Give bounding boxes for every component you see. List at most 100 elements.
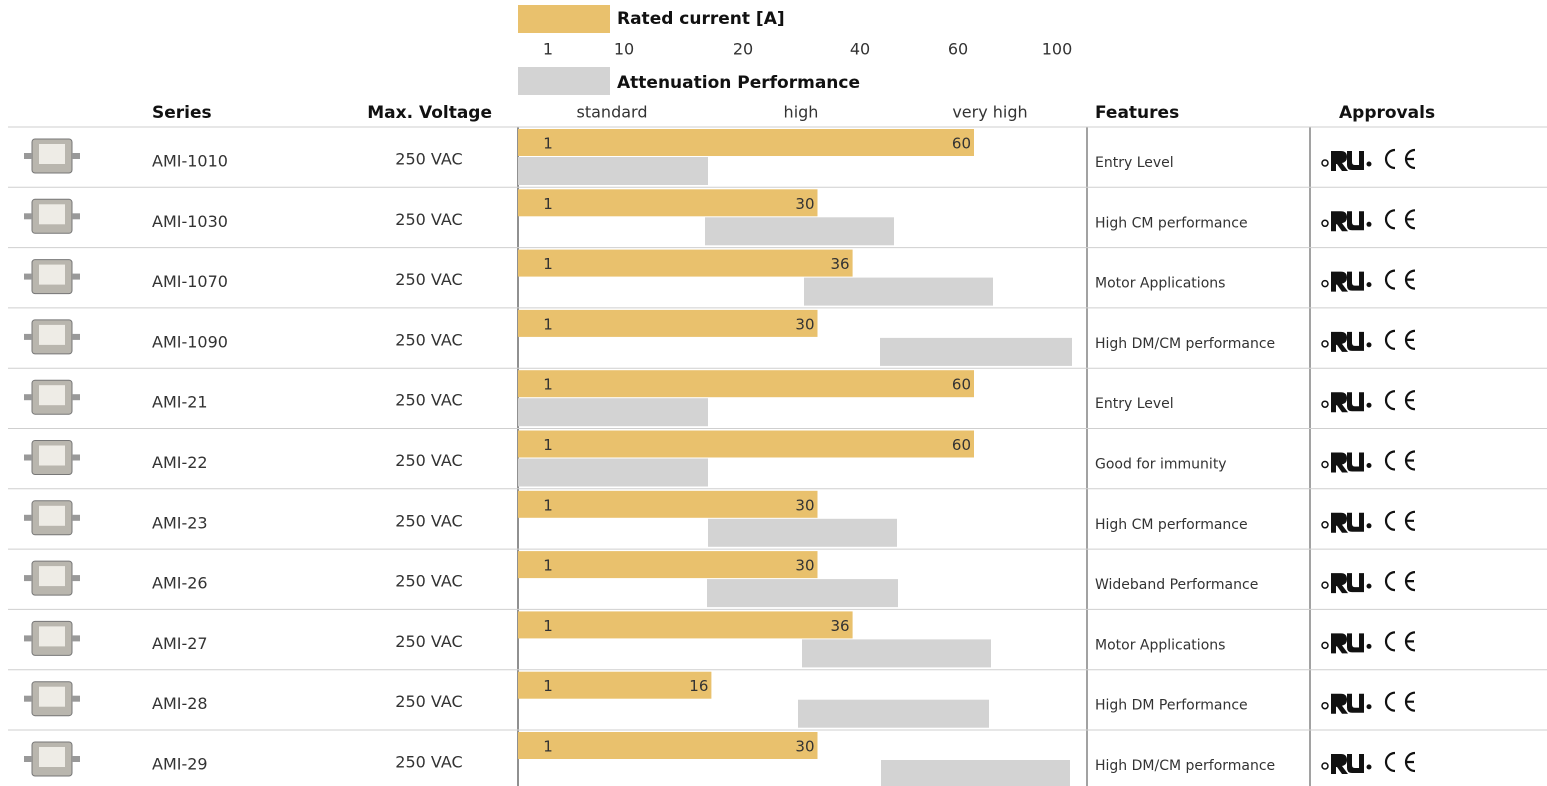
ce-e — [1406, 753, 1415, 771]
approval-logos — [1322, 150, 1415, 171]
ul-us — [1367, 523, 1372, 528]
product-terminal — [72, 274, 80, 280]
ce-c — [1386, 693, 1395, 711]
product-image — [24, 441, 80, 475]
series: AMI-23 — [152, 513, 208, 532]
ce-c — [1386, 452, 1395, 470]
current-bar — [518, 551, 818, 578]
product-terminal — [72, 334, 80, 340]
ce-e — [1406, 271, 1415, 289]
ce-e — [1406, 632, 1415, 650]
product-image — [24, 501, 80, 535]
current-tick-label: 10 — [614, 40, 634, 59]
product-terminal — [24, 575, 32, 581]
ul-us — [1367, 222, 1372, 227]
product-image — [24, 682, 80, 716]
ce-e — [1406, 150, 1415, 168]
feature: High CM performance — [1095, 517, 1248, 533]
current-max: 36 — [831, 617, 850, 635]
attenuation-bar — [518, 459, 708, 487]
current-tick-label: 20 — [733, 40, 753, 59]
ce-e — [1406, 512, 1415, 530]
product-label — [39, 265, 65, 285]
ul-c — [1322, 763, 1328, 769]
feature: Wideband Performance — [1095, 577, 1258, 593]
ul-mark — [1331, 453, 1364, 473]
feature: Motor Applications — [1095, 637, 1225, 653]
product-label — [39, 687, 65, 707]
max-voltage: 250 VAC — [395, 753, 462, 772]
current-bar — [518, 732, 818, 759]
feature: High DM/CM performance — [1095, 758, 1275, 774]
product-terminal — [72, 153, 80, 159]
approval-logos — [1322, 452, 1415, 473]
current-bar — [518, 250, 853, 277]
current-min: 1 — [543, 496, 553, 514]
approval-logos — [1322, 391, 1415, 412]
ul-mark — [1331, 211, 1364, 231]
current-min: 1 — [543, 195, 553, 213]
current-max: 60 — [952, 135, 971, 153]
ce-e — [1406, 391, 1415, 409]
product-image — [24, 380, 80, 414]
ul-us — [1367, 765, 1372, 770]
product-terminal — [72, 635, 80, 641]
feature: High CM performance — [1095, 215, 1248, 231]
product-terminal — [24, 635, 32, 641]
approval-logos — [1322, 693, 1415, 714]
product-terminal — [24, 756, 32, 762]
product-terminal — [72, 756, 80, 762]
current-min: 1 — [543, 617, 553, 635]
max-voltage: 250 VAC — [395, 572, 462, 591]
feature: Motor Applications — [1095, 276, 1225, 292]
ul-us — [1367, 463, 1372, 468]
current-min: 1 — [543, 677, 553, 695]
product-terminal — [24, 394, 32, 400]
col-features: Features — [1095, 103, 1179, 123]
approval-logos — [1322, 331, 1415, 352]
ul-c — [1322, 281, 1328, 287]
current-min: 1 — [543, 738, 553, 756]
product-terminal — [72, 696, 80, 702]
max-voltage: 250 VAC — [395, 270, 462, 289]
current-min: 1 — [543, 315, 553, 333]
ul-mark — [1331, 694, 1364, 714]
ce-e — [1406, 331, 1415, 349]
series: AMI-27 — [152, 634, 208, 653]
attenuation-bar — [804, 278, 993, 306]
attenuation-bar — [705, 217, 894, 245]
ul-us — [1367, 282, 1372, 287]
ul-c — [1322, 160, 1328, 166]
ul-c — [1322, 642, 1328, 648]
product-image — [24, 621, 80, 655]
ul-us — [1367, 644, 1372, 649]
approval-logos — [1322, 572, 1415, 593]
current-max: 30 — [795, 557, 814, 575]
current-tick-label: 1 — [543, 40, 553, 59]
approval-logos — [1322, 632, 1415, 653]
product-terminal — [24, 455, 32, 461]
current-bar — [518, 491, 818, 518]
current-tick-label: 40 — [850, 40, 870, 59]
ul-c — [1322, 341, 1328, 347]
current-bar — [518, 370, 974, 397]
max-voltage: 250 VAC — [395, 391, 462, 410]
product-label — [39, 506, 65, 526]
series: AMI-22 — [152, 453, 208, 472]
max-voltage: 250 VAC — [395, 511, 462, 530]
current-bar — [518, 129, 974, 156]
product-image — [24, 199, 80, 233]
product-label — [39, 204, 65, 224]
col-voltage: Max. Voltage — [367, 103, 492, 123]
col-series: Series — [152, 103, 212, 123]
attenuation-bar — [518, 398, 708, 426]
current-max: 16 — [689, 677, 708, 695]
attenuation-level: standard — [577, 103, 648, 122]
max-voltage: 250 VAC — [395, 210, 462, 229]
ce-e — [1406, 210, 1415, 228]
ce-c — [1386, 150, 1395, 168]
feature: Entry Level — [1095, 396, 1174, 412]
ul-mark — [1331, 332, 1364, 352]
attenuation-bar — [881, 760, 1070, 786]
approval-logos — [1322, 512, 1415, 533]
